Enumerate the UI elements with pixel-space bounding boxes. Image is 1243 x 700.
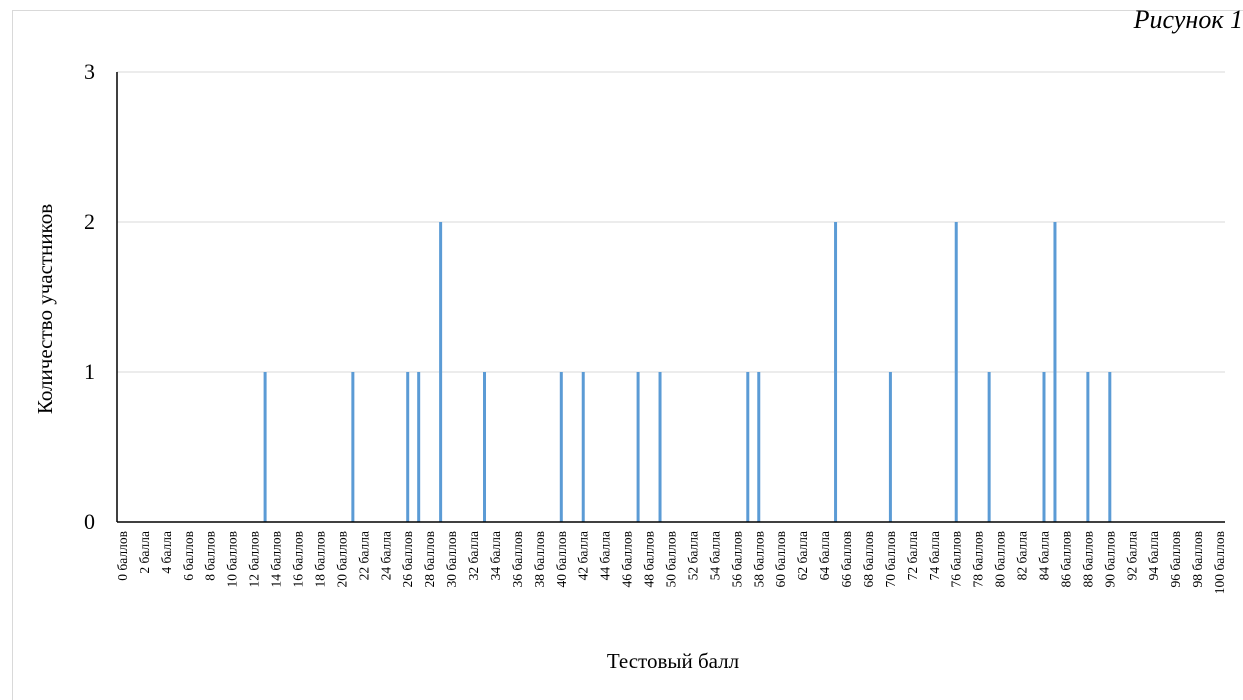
x-tick-label: 2 балла — [137, 531, 152, 574]
x-tick-label: 64 балла — [817, 531, 832, 580]
x-tick-label: 50 баллов — [664, 531, 679, 587]
bar — [1108, 372, 1112, 522]
x-tick-label: 60 баллов — [773, 531, 788, 587]
x-tick-label: 100 баллов — [1212, 531, 1227, 594]
bar — [417, 372, 421, 522]
bar — [636, 372, 640, 522]
gridlines — [117, 71, 1225, 373]
y-tick-label: 3 — [84, 59, 95, 84]
y-tick-label: 0 — [84, 509, 95, 534]
x-tick-label: 66 баллов — [839, 531, 854, 587]
x-tick-labels: 0 баллов 2 балла 4 балла 6 баллов 8 баллов 10… — [115, 531, 1227, 594]
x-tick-label: 12 баллов — [247, 531, 262, 587]
x-tick-label: 36 баллов — [510, 531, 525, 587]
x-tick-label: 80 баллов — [993, 531, 1008, 587]
x-tick-label: 96 баллов — [1168, 531, 1183, 587]
x-tick-label: 48 баллов — [642, 531, 657, 587]
x-tick-label: 34 балла — [488, 531, 503, 580]
x-tick-label: 14 баллов — [269, 531, 284, 587]
x-tick-label: 40 баллов — [554, 531, 569, 587]
x-tick-label: 10 баллов — [225, 531, 240, 587]
x-tick-label: 52 балла — [685, 531, 700, 580]
x-tick-label: 8 баллов — [203, 531, 218, 581]
x-tick-label: 92 балла — [1124, 531, 1139, 580]
y-tick-label: 1 — [84, 359, 95, 384]
x-tick-label: 4 балла — [159, 531, 174, 574]
bar — [483, 372, 487, 522]
bar — [263, 372, 267, 522]
x-tick-label: 28 баллов — [422, 531, 437, 587]
figure-caption: Рисунок 1 — [1133, 5, 1243, 34]
x-tick-label: 88 баллов — [1080, 531, 1095, 587]
x-tick-label: 54 балла — [707, 531, 722, 580]
x-tick-label: 78 баллов — [971, 531, 986, 587]
x-tick-label: 0 баллов — [115, 531, 130, 581]
x-tick-label: 46 баллов — [620, 531, 635, 587]
bar — [954, 222, 958, 522]
y-tick-label: 2 — [84, 209, 95, 234]
bar — [581, 372, 585, 522]
bar — [1086, 372, 1090, 522]
bar — [987, 372, 991, 522]
bars — [263, 222, 1112, 522]
bar — [834, 222, 838, 522]
x-tick-label: 26 баллов — [400, 531, 415, 587]
x-tick-label: 90 баллов — [1102, 531, 1117, 587]
x-tick-label: 42 балла — [576, 531, 591, 580]
bar — [658, 372, 662, 522]
x-tick-label: 38 баллов — [532, 531, 547, 587]
y-tick-labels: 0 1 2 3 — [84, 59, 95, 534]
x-tick-label: 72 балла — [905, 531, 920, 580]
x-tick-label: 56 баллов — [729, 531, 744, 587]
x-tick-label: 32 балла — [466, 531, 481, 580]
x-tick-label: 6 баллов — [181, 531, 196, 581]
bar — [757, 372, 761, 522]
bar — [1042, 372, 1046, 522]
x-tick-label: 94 балла — [1146, 531, 1161, 580]
x-tick-label: 22 балла — [356, 531, 371, 580]
x-tick-label: 20 баллов — [334, 531, 349, 587]
x-tick-label: 16 баллов — [291, 531, 306, 587]
bar — [1053, 222, 1057, 522]
x-tick-label: 84 балла — [1036, 531, 1051, 580]
x-tick-label: 24 балла — [378, 531, 393, 580]
chart-frame: Рисунок 1 — [12, 5, 1243, 700]
bar — [888, 372, 892, 522]
x-tick-label: 98 баллов — [1190, 531, 1205, 587]
x-tick-label: 86 баллов — [1058, 531, 1073, 587]
x-axis-title: Тестовый балл — [607, 649, 739, 673]
x-tick-label: 82 балла — [1015, 531, 1030, 580]
x-tick-label: 18 баллов — [312, 531, 327, 587]
y-axis-title: Количество участников — [33, 204, 57, 414]
bar — [351, 372, 355, 522]
x-tick-label: 70 баллов — [883, 531, 898, 587]
x-tick-label: 74 балла — [927, 531, 942, 580]
x-tick-label: 62 балла — [795, 531, 810, 580]
x-tick-label: 76 баллов — [949, 531, 964, 587]
bar — [439, 222, 443, 522]
x-tick-label: 58 баллов — [751, 531, 766, 587]
bar — [559, 372, 563, 522]
bar — [746, 372, 750, 522]
x-tick-label: 68 баллов — [861, 531, 876, 587]
x-tick-label: 44 балла — [598, 531, 613, 580]
x-tick-label: 30 баллов — [444, 531, 459, 587]
bar — [406, 372, 410, 522]
